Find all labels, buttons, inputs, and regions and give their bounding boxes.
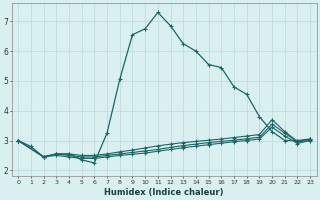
X-axis label: Humidex (Indice chaleur): Humidex (Indice chaleur) <box>104 188 224 197</box>
